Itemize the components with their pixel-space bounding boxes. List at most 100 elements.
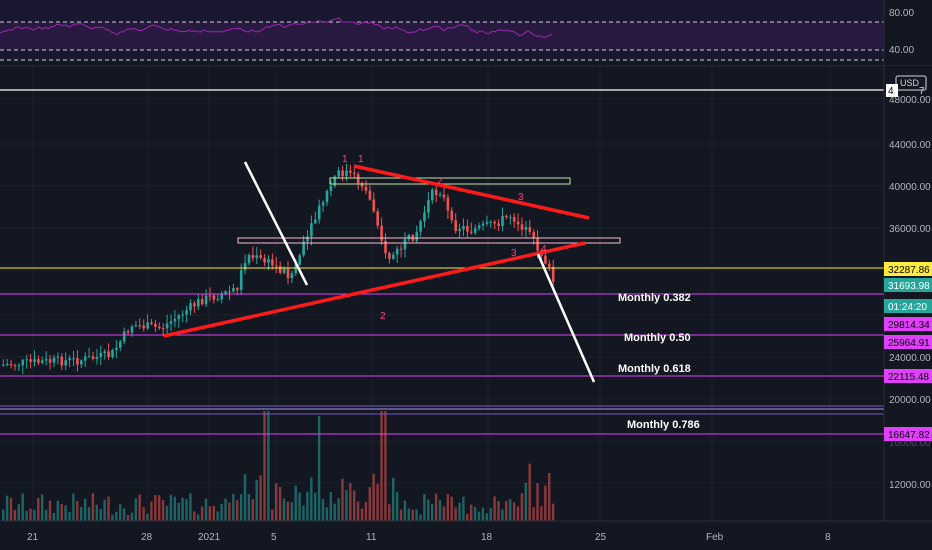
candle-body: [294, 264, 298, 274]
candle-body: [111, 349, 114, 358]
volume-bar: [189, 493, 192, 521]
volume-bar: [142, 507, 145, 521]
candle-body: [415, 231, 418, 241]
candle-body: [290, 273, 294, 279]
candle-body: [438, 194, 442, 196]
volume-bar: [528, 463, 531, 521]
candle-body: [434, 189, 438, 196]
candle-body: [193, 303, 196, 307]
candle-body: [392, 254, 395, 259]
time-label-8: 8: [825, 532, 831, 543]
volume-bar: [481, 507, 485, 521]
price-axis[interactable]: 48000.00 44000.00 40000.00 36000.00 2400…: [883, 0, 932, 521]
volume-bar: [431, 503, 434, 521]
volume-bar: [411, 510, 414, 521]
candle-body: [83, 356, 87, 361]
candle-body: [165, 323, 169, 329]
time-label-28: 28: [141, 532, 153, 543]
wave-label-4: 4: [541, 244, 547, 255]
volume-bar: [458, 502, 461, 521]
candle-body: [302, 241, 305, 256]
volume-bar: [454, 507, 457, 521]
currency-label[interactable]: USD: [900, 78, 920, 88]
candle-body: [275, 265, 278, 267]
volume-bar: [95, 504, 98, 521]
candle-body: [64, 360, 67, 366]
candle-body: [356, 174, 360, 184]
fib-label-050: Monthly 0.50: [624, 332, 691, 344]
candle-body: [87, 356, 91, 358]
volume-bar: [470, 504, 473, 521]
volume-bar: [52, 513, 56, 521]
volume-bar: [520, 493, 524, 521]
candle-body: [298, 255, 301, 265]
candle-body: [126, 331, 130, 333]
candle-body: [548, 263, 551, 267]
volume-bar: [138, 494, 141, 521]
volume-bar: [356, 501, 360, 521]
volume-bar: [536, 483, 539, 521]
volume-bar: [345, 489, 348, 521]
volume-bar: [548, 473, 551, 521]
candle-body: [399, 248, 403, 250]
candle-body: [551, 266, 555, 282]
volume-bar: [462, 496, 465, 521]
volume-bar: [173, 496, 176, 521]
candle-body: [497, 223, 500, 226]
currency-label-box[interactable]: [895, 75, 927, 91]
volume-bar: [72, 493, 75, 521]
volume-bar: [325, 507, 329, 521]
candle-body: [466, 226, 469, 232]
volume-bar: [185, 499, 188, 521]
volume-bar: [119, 504, 122, 521]
tag-25964: 25964.91: [888, 338, 930, 349]
volume-bar: [489, 507, 492, 521]
triangle-upper-trendline: [353, 164, 590, 220]
candle-body: [477, 225, 481, 229]
volume-bar: [501, 509, 504, 521]
volume-bar: [551, 503, 555, 521]
candle-body: [493, 221, 496, 224]
tag-29814-bg: [884, 317, 932, 331]
time-label-2021: 2021: [198, 532, 221, 543]
volume-bar: [197, 514, 200, 521]
candle-body: [208, 295, 212, 297]
candle-body: [325, 191, 329, 203]
volume-bar: [91, 493, 95, 521]
candle-body: [524, 227, 528, 230]
volume-bar: [263, 411, 266, 521]
candle-body: [146, 322, 149, 329]
tag-countdown: 01:24:20: [888, 302, 927, 313]
volume-bar: [64, 505, 67, 521]
volume-bar: [314, 492, 317, 521]
candle-body: [150, 322, 153, 324]
candle-body: [13, 365, 17, 367]
candle-body: [278, 265, 282, 273]
volume-bar: [466, 514, 469, 521]
price-tick-44000: 44000.00: [889, 140, 931, 151]
volume-bar: [353, 490, 356, 521]
time-label-21: 21: [27, 532, 39, 543]
volume-bar: [423, 494, 426, 521]
candle-body: [267, 259, 270, 263]
candle-body: [454, 220, 457, 231]
volume-bar: [154, 495, 157, 521]
volume-bar: [99, 509, 102, 521]
volume-bar: [368, 486, 371, 521]
price-tick-40000: 40000.00: [889, 182, 931, 193]
candle-body: [9, 363, 13, 366]
time-label-11: 11: [366, 532, 377, 543]
price-tick-48000: 48000.00: [889, 95, 931, 106]
candle-body: [349, 170, 352, 173]
volume-bar: [37, 497, 40, 521]
grid: [0, 66, 884, 521]
candle-body: [181, 314, 184, 316]
volume-bar: [146, 513, 149, 521]
candle-body: [216, 299, 220, 301]
volume-bar: [349, 483, 352, 521]
candle-body: [282, 268, 286, 273]
candle-body: [380, 225, 383, 241]
time-axis[interactable]: 21 28 2021 5 11 18 25 Feb 8: [0, 520, 932, 550]
volume-bar: [21, 493, 24, 521]
